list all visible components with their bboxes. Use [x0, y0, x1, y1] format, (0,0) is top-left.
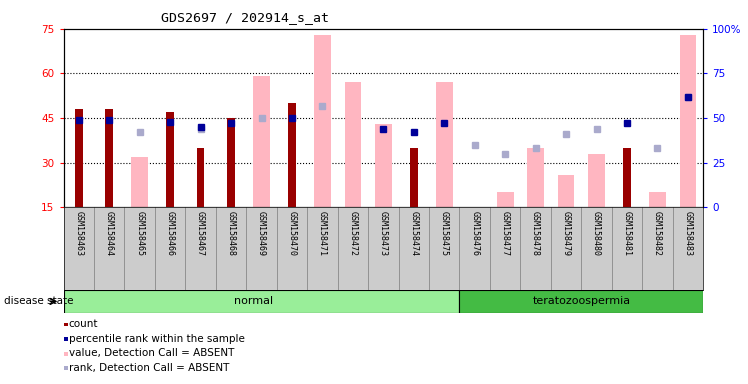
Bar	[623, 148, 631, 207]
Text: GSM158465: GSM158465	[135, 212, 144, 257]
Text: GSM158467: GSM158467	[196, 212, 205, 257]
Bar	[105, 109, 113, 207]
Text: percentile rank within the sample: percentile rank within the sample	[69, 334, 245, 344]
Text: count: count	[69, 319, 98, 329]
Text: GSM158476: GSM158476	[470, 212, 479, 257]
Bar	[166, 112, 174, 207]
Text: GSM158474: GSM158474	[409, 212, 418, 257]
Bar	[288, 103, 295, 207]
Text: GSM158480: GSM158480	[592, 212, 601, 257]
Text: GDS2697 / 202914_s_at: GDS2697 / 202914_s_at	[161, 12, 329, 25]
Text: GSM158471: GSM158471	[318, 212, 327, 257]
Bar	[132, 157, 148, 207]
Text: GSM158470: GSM158470	[287, 212, 296, 257]
Bar	[375, 124, 392, 207]
Text: GSM158464: GSM158464	[105, 212, 114, 257]
Bar	[679, 35, 696, 207]
Bar	[410, 148, 417, 207]
Text: value, Detection Call = ABSENT: value, Detection Call = ABSENT	[69, 348, 234, 358]
Text: disease state: disease state	[4, 296, 73, 306]
Text: GSM158482: GSM158482	[653, 212, 662, 257]
Text: GSM158477: GSM158477	[500, 212, 509, 257]
Bar	[227, 118, 235, 207]
Bar	[64, 290, 459, 313]
Text: GSM158466: GSM158466	[165, 212, 175, 257]
Text: GSM158478: GSM158478	[531, 212, 540, 257]
Text: GSM158472: GSM158472	[349, 212, 358, 257]
Bar	[558, 175, 574, 207]
Text: GSM158483: GSM158483	[684, 212, 693, 257]
Bar	[197, 148, 204, 207]
Text: GSM158475: GSM158475	[440, 212, 449, 257]
Text: GSM158481: GSM158481	[622, 212, 631, 257]
Bar	[75, 109, 82, 207]
Bar	[345, 82, 361, 207]
Bar	[588, 154, 605, 207]
Text: GSM158468: GSM158468	[227, 212, 236, 257]
Bar	[253, 76, 270, 207]
Text: GSM158473: GSM158473	[378, 212, 388, 257]
Bar	[527, 148, 544, 207]
Text: rank, Detection Call = ABSENT: rank, Detection Call = ABSENT	[69, 363, 229, 373]
Bar	[459, 290, 703, 313]
Text: teratozoospermia: teratozoospermia	[533, 296, 631, 306]
Bar	[436, 82, 453, 207]
Text: GSM158469: GSM158469	[257, 212, 266, 257]
Bar	[314, 35, 331, 207]
Text: GSM158479: GSM158479	[562, 212, 571, 257]
Bar	[649, 192, 666, 207]
Text: GSM158463: GSM158463	[74, 212, 83, 257]
Text: normal: normal	[234, 296, 274, 306]
Bar	[497, 192, 514, 207]
